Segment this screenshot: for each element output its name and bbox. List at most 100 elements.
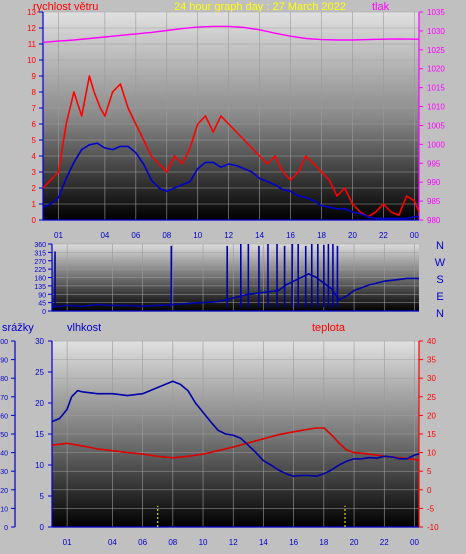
y-tick-label-left: 9: [32, 72, 37, 81]
y-tick-label-temperature: 30: [427, 374, 436, 383]
y-tick-label-direction: 180: [34, 276, 46, 283]
x-tick-label: 20: [348, 231, 357, 240]
y-tick-label-right: 990: [427, 178, 441, 187]
y-tick-label-temperature: -5: [427, 504, 435, 513]
y-tick-label-humidity: 25: [35, 368, 44, 377]
compass-letter: N: [436, 308, 444, 320]
temperature-line: [51, 427, 420, 462]
rain-label: srážky: [2, 322, 34, 334]
y-tick-label-left: 13: [27, 8, 36, 17]
x-tick-label: 01: [63, 538, 72, 547]
wind-gust-line: [42, 75, 420, 218]
y-tick-label-right: 1025: [427, 46, 445, 55]
y-tick-label-left: 5: [32, 136, 37, 145]
compass-letter: W: [435, 257, 446, 269]
y-tick-label-temperature: 15: [427, 430, 436, 439]
y-tick-label-humidity: 15: [35, 430, 44, 439]
x-tick-label: 16: [286, 231, 295, 240]
y-tick-label-direction: 360: [34, 242, 46, 249]
y-tick-label-direction: 90: [38, 292, 46, 299]
temperature-label: teplota: [312, 322, 346, 334]
y-tick-label-right: 980: [427, 216, 441, 225]
x-tick-label: 18: [319, 538, 328, 547]
x-tick-label: 18: [317, 231, 326, 240]
y-tick-label-direction: 135: [34, 284, 46, 291]
y-tick-label-rain: 0: [4, 525, 8, 532]
y-tick-label-rain: 80: [0, 376, 8, 383]
y-tick-label-direction: 270: [34, 259, 46, 266]
wind-speed-label: rychlost větru: [33, 1, 98, 13]
x-tick-label: 16: [289, 538, 298, 547]
y-tick-label-temperature: 10: [427, 449, 436, 458]
pressure-label: tlak: [372, 1, 390, 13]
pressure-line: [42, 25, 419, 43]
wind-average-line: [42, 142, 419, 220]
y-tick-label-direction: 45: [38, 301, 46, 308]
x-tick-label: 10: [199, 538, 208, 547]
y-tick-label-left: 10: [27, 56, 36, 65]
y-tick-label-humidity: 30: [35, 337, 44, 346]
compass-letter: S: [436, 274, 443, 286]
y-tick-label-direction: 0: [42, 309, 46, 316]
x-tick-label: 08: [168, 538, 177, 547]
y-tick-label-right: 1010: [427, 103, 445, 112]
compass-letter: N: [436, 240, 444, 252]
y-tick-label-temperature: -10: [427, 523, 439, 532]
x-tick-label: 00: [410, 231, 419, 240]
y-tick-label-left: 0: [32, 216, 37, 225]
y-tick-label-rain: 100: [0, 339, 8, 346]
y-tick-label-rain: 30: [0, 469, 8, 476]
y-tick-label-rain: 10: [0, 506, 8, 513]
x-tick-label: 08: [162, 231, 171, 240]
y-tick-label-humidity: 0: [40, 523, 45, 532]
y-tick-label-rain: 40: [0, 451, 8, 458]
y-tick-label-right: 1005: [427, 121, 445, 130]
x-tick-label: 14: [255, 231, 264, 240]
x-tick-label: 20: [350, 538, 359, 547]
x-tick-label: 12: [224, 231, 233, 240]
x-tick-label: 22: [380, 538, 389, 547]
y-tick-label-temperature: 20: [427, 411, 436, 420]
y-tick-label-temperature: 5: [427, 467, 432, 476]
x-tick-label: 00: [410, 538, 419, 547]
x-tick-label: 10: [193, 231, 202, 240]
y-tick-label-right: 1030: [427, 27, 445, 36]
y-tick-label-right: 1020: [427, 65, 445, 74]
y-tick-label-direction: 315: [34, 250, 46, 257]
y-tick-label-rain: 50: [0, 432, 8, 439]
x-tick-label: 01: [54, 231, 63, 240]
y-tick-label-temperature: 35: [427, 356, 436, 365]
y-tick-label-left: 2: [32, 184, 37, 193]
y-tick-label-right: 985: [427, 197, 441, 206]
chart-title: 24 hour graph day : 27 March 2022: [174, 1, 346, 13]
x-tick-label: 04: [100, 231, 109, 240]
y-tick-label-temperature: 40: [427, 337, 436, 346]
compass-letter: E: [436, 291, 443, 303]
humidity-label: vlhkost: [67, 322, 101, 334]
y-tick-label-right: 1015: [427, 84, 445, 93]
y-tick-label-rain: 90: [0, 358, 8, 365]
x-tick-label: 12: [229, 538, 238, 547]
y-tick-label-left: 8: [32, 88, 37, 97]
y-tick-label-temperature: 25: [427, 393, 436, 402]
y-tick-label-left: 6: [32, 120, 37, 129]
y-tick-label-direction: 225: [34, 267, 46, 274]
y-tick-label-right: 1000: [427, 140, 445, 149]
y-tick-label-right: 1035: [427, 8, 445, 17]
x-tick-label: 14: [259, 538, 268, 547]
y-tick-label-rain: 70: [0, 395, 8, 402]
y-tick-label-left: 4: [32, 152, 37, 161]
y-tick-label-left: 1: [32, 200, 37, 209]
wind-plot-area: [43, 12, 419, 220]
x-tick-label: 06: [138, 538, 147, 547]
x-tick-label: 04: [108, 538, 117, 547]
y-tick-label-temperature: 0: [427, 486, 432, 495]
humidity-line: [51, 380, 420, 477]
y-tick-label-left: 12: [27, 24, 36, 33]
y-tick-label-right: 995: [427, 159, 441, 168]
y-tick-label-rain: 60: [0, 413, 8, 420]
y-tick-label-left: 3: [32, 168, 37, 177]
y-tick-label-humidity: 5: [40, 492, 45, 501]
